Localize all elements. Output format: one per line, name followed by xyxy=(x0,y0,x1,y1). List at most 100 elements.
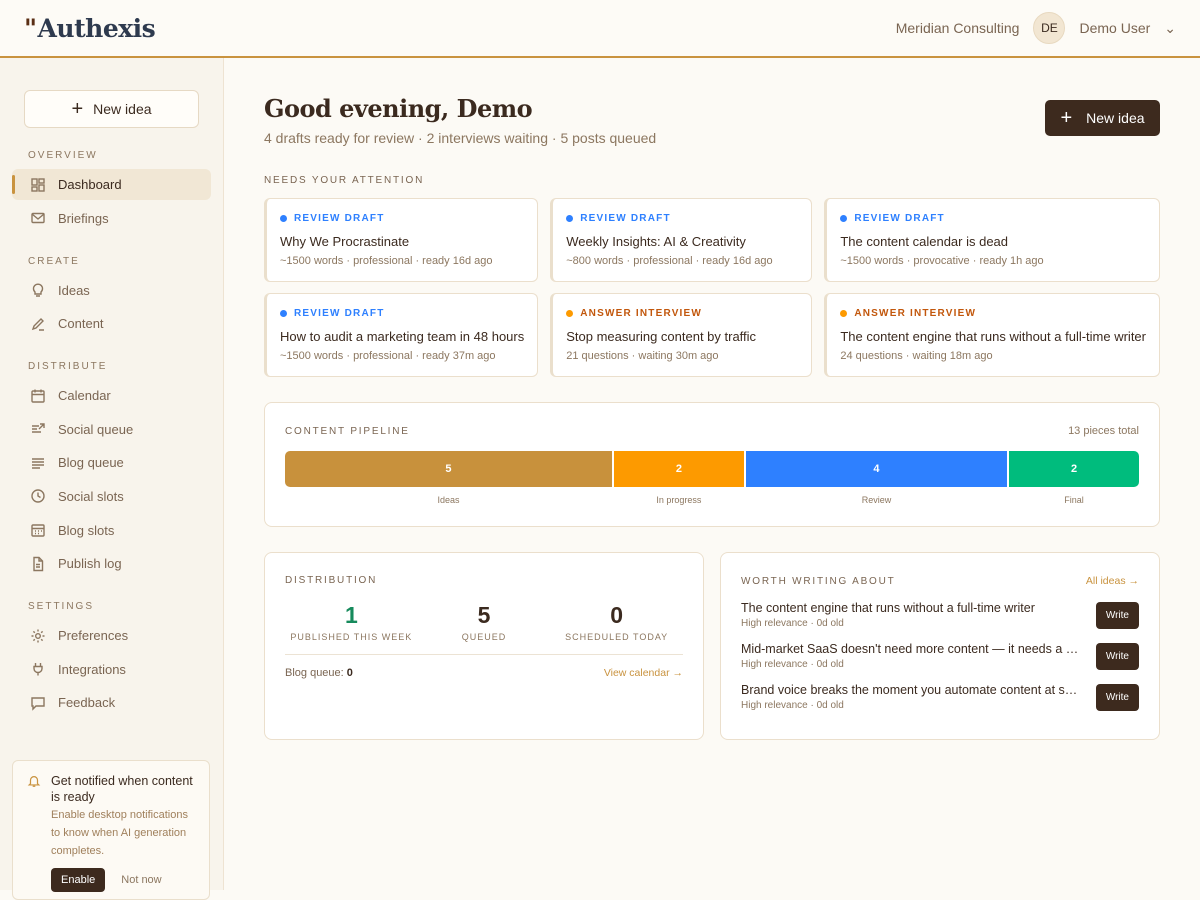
sidebar-new-idea-button[interactable]: + New idea xyxy=(24,90,199,128)
sidebar-item-label: Social queue xyxy=(58,421,134,437)
avatar[interactable]: DE xyxy=(1033,12,1066,44)
section-label: CREATE xyxy=(28,255,80,267)
pipeline-segment-review[interactable]: 4 xyxy=(745,451,1008,487)
pipeline-stage-label: Final xyxy=(1064,495,1084,505)
all-ideas-link[interactable]: All ideas → xyxy=(1085,575,1139,587)
user-menu[interactable]: Demo User xyxy=(1079,20,1151,36)
pipeline-label: CONTENT PIPELINE xyxy=(285,425,410,437)
idea-meta: High relevance · 0d old xyxy=(741,618,844,629)
page-title: Good evening, Demo xyxy=(264,94,533,123)
sidebar-item-social-queue[interactable]: Social queue xyxy=(12,414,211,445)
section-label: DISTRIBUTE xyxy=(28,361,108,373)
status-dot-icon xyxy=(566,215,574,222)
sidebar-item-preferences[interactable]: Preferences xyxy=(12,620,211,651)
sidebar-item-social-slots[interactable]: Social slots xyxy=(12,481,211,512)
sidebar-item-label: Blog queue xyxy=(58,455,124,471)
pipeline-stage-label: Ideas xyxy=(437,495,460,505)
idea-title[interactable]: Brand voice breaks the moment you automa… xyxy=(741,683,1081,697)
distribution-stat: 5 QUEUED xyxy=(461,602,507,642)
card-tag: ANSWER INTERVIEW xyxy=(566,308,798,319)
card-title: How to audit a marketing team in 48 hour… xyxy=(280,329,525,344)
pipeline-segment-final[interactable]: 2 xyxy=(1009,451,1139,487)
pencil-icon xyxy=(31,317,44,331)
pipeline-segment-ideas[interactable]: 5 xyxy=(285,451,612,487)
sidebar-item-blog-slots[interactable]: Blog slots xyxy=(12,515,211,546)
sidebar-item-label: Calendar xyxy=(58,388,111,404)
notification-card: Get notified when content is ready Enabl… xyxy=(12,760,210,900)
file-icon xyxy=(33,556,44,571)
idea-item: Brand voice breaks the moment you automa… xyxy=(741,683,1139,711)
pipeline-stage-label: Review xyxy=(861,495,892,505)
enable-button[interactable]: Enable xyxy=(51,868,106,892)
sidebar-item-label: Social slots xyxy=(58,488,124,504)
card-title: Why We Procrastinate xyxy=(280,234,410,249)
write-button[interactable]: Write xyxy=(1095,601,1139,629)
idea-title[interactable]: Mid-market SaaS doesn't need more conten… xyxy=(741,642,1081,656)
status-dot-icon xyxy=(840,215,848,222)
distribution-stat: 0 SCHEDULED TODAY xyxy=(565,602,669,642)
sidebar-item-dashboard[interactable]: Dashboard xyxy=(12,169,211,200)
sidebar-item-label: Ideas xyxy=(58,282,90,298)
card-title: Stop measuring content by traffic xyxy=(566,329,757,344)
logo[interactable]: "Authexis xyxy=(24,13,156,43)
distribution-panel: DISTRIBUTION 1 PUBLISHED THIS WEEK 5 QUEUED… xyxy=(264,552,704,740)
sidebar-item-label: Preferences xyxy=(58,628,129,644)
org-name[interactable]: Meridian Consulting xyxy=(895,20,1020,36)
pipeline-stage-label: In progress xyxy=(656,495,702,505)
sidebar-item-feedback[interactable]: Feedback xyxy=(12,687,211,718)
attention-card[interactable]: REVIEW DRAFT Why We Procrastinate ~1500 wo… xyxy=(264,198,539,282)
write-button[interactable]: Write xyxy=(1095,683,1139,711)
lightbulb-icon xyxy=(32,283,44,297)
sidebar-item-label: Integrations xyxy=(58,661,126,677)
write-button[interactable]: Write xyxy=(1095,642,1139,670)
card-title: Weekly Insights: AI & Creativity xyxy=(566,234,746,249)
distribution-label: DISTRIBUTION xyxy=(285,575,378,586)
idea-meta: High relevance · 0d old xyxy=(741,659,844,670)
attention-card[interactable]: REVIEW DRAFT The content calendar is dead… xyxy=(824,198,1160,282)
idea-title[interactable]: The content engine that runs without a f… xyxy=(741,601,1035,615)
idea-item: The content engine that runs without a f… xyxy=(741,601,1139,629)
status-dot-icon xyxy=(566,310,574,317)
worth-writing-panel: WORTH WRITING ABOUT All ideas → The conte… xyxy=(720,552,1160,740)
attention-card[interactable]: ANSWER INTERVIEW The content engine that … xyxy=(824,293,1160,377)
attention-card[interactable]: REVIEW DRAFT Weekly Insights: AI & Creati… xyxy=(550,198,813,282)
section-label: SETTINGS xyxy=(28,601,95,613)
sidebar-item-label: Publish log xyxy=(58,556,122,572)
card-title: The content engine that runs without a f… xyxy=(840,329,1146,344)
attention-label: NEEDS YOUR ATTENTION xyxy=(264,175,425,186)
plus-icon: + xyxy=(71,97,84,120)
status-dot-icon xyxy=(280,310,287,317)
sidebar-item-calendar[interactable]: Calendar xyxy=(12,380,211,411)
sidebar-item-publish-log[interactable]: Publish log xyxy=(12,548,211,579)
chevron-down-icon[interactable]: ⌄ xyxy=(1164,19,1176,36)
view-calendar-link[interactable]: View calendar → xyxy=(603,667,683,679)
card-tag: REVIEW DRAFT xyxy=(566,213,798,224)
not-now-button[interactable]: Not now xyxy=(121,874,162,886)
pipeline-segment-in-progress[interactable]: 2 xyxy=(613,451,744,487)
sidebar-item-briefings[interactable]: Briefings xyxy=(12,203,211,234)
card-tag: ANSWER INTERVIEW xyxy=(840,308,1146,319)
sidebar-item-blog-queue[interactable]: Blog queue xyxy=(12,447,211,478)
plug-icon xyxy=(33,663,43,676)
sidebar-item-content[interactable]: Content xyxy=(12,308,211,339)
card-meta: 24 questions · waiting 18m ago xyxy=(840,350,993,362)
sidebar-item-label: Feedback xyxy=(58,695,116,711)
bell-icon xyxy=(27,776,41,787)
attention-card[interactable]: ANSWER INTERVIEW Stop measuring content b… xyxy=(550,293,813,377)
clock-icon xyxy=(31,489,45,504)
sidebar-item-label: Briefings xyxy=(58,210,109,226)
new-idea-button[interactable]: + New idea xyxy=(1045,100,1160,136)
attention-card[interactable]: REVIEW DRAFT How to audit a marketing tea… xyxy=(264,293,539,377)
dashboard-icon xyxy=(31,177,45,192)
sidebar-item-label: Content xyxy=(58,316,104,332)
worth-label: WORTH WRITING ABOUT xyxy=(741,575,896,587)
status-dot-icon xyxy=(280,215,287,222)
card-meta: ~1500 words · professional · ready 16d a… xyxy=(280,255,493,267)
sidebar-item-ideas[interactable]: Ideas xyxy=(12,275,211,306)
calendar-grid-icon xyxy=(31,524,45,537)
sidebar-item-integrations[interactable]: Integrations xyxy=(12,654,211,685)
summary: 4 drafts ready for review · 2 interviews… xyxy=(264,130,657,146)
sidebar-item-label: Dashboard xyxy=(58,177,122,192)
gear-icon xyxy=(31,629,45,643)
